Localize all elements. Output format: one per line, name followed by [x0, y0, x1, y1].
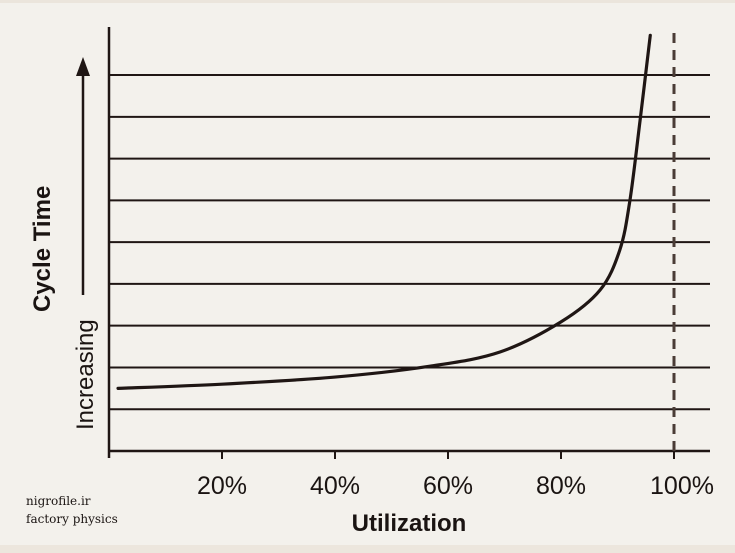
x-tick-label: 20% [197, 472, 247, 500]
x-ticks: 20% 40% 60% 80% 100% [197, 451, 714, 500]
x-tick-label: 60% [423, 472, 473, 500]
y-axis-label: Cycle Time [29, 186, 56, 312]
arrow-head-icon [76, 57, 90, 76]
x-axis-label: Utilization [352, 510, 467, 537]
cycle-time-curve [116, 33, 652, 390]
x-tick-label: 80% [536, 472, 586, 500]
x-tick-label: 40% [310, 472, 360, 500]
gridlines [109, 74, 710, 411]
watermark-line1: nigrofile.ir [26, 494, 91, 508]
x-tick-label: 100% [650, 472, 714, 500]
axes [107, 27, 710, 458]
watermark-line2: factory physics [26, 512, 118, 526]
y-axis-label-prefix: Increasing [72, 319, 99, 430]
